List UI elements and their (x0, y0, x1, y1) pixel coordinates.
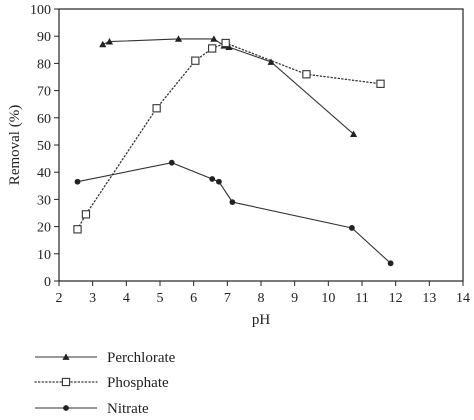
series-nitrate (74, 159, 394, 267)
y-tick-label: 50 (37, 139, 51, 154)
y-tick-label: 0 (44, 275, 51, 290)
data-point-perchlorate (267, 58, 275, 65)
data-point-phosphate (302, 70, 311, 79)
axes: 2 3 4 5 6 7 8 9 10 11 12 13 14 0 10 20 30 40 50 60 70 80 90 100 (30, 3, 470, 306)
x-tick-label: 12 (389, 291, 403, 306)
series-line-phosphate (76, 42, 382, 230)
y-tick-label: 70 (37, 85, 51, 100)
y-tick-label: 40 (37, 166, 51, 181)
legend-marker-phosphate (61, 377, 71, 387)
y-tick-label: 30 (37, 193, 51, 208)
data-point-perchlorate (349, 130, 358, 137)
data-point-phosphate (376, 79, 385, 88)
x-tick-label: 9 (291, 291, 298, 306)
data-point-phosphate (81, 210, 91, 219)
data-point-nitrate (209, 176, 216, 182)
y-axis-title: Removal (%) (7, 105, 23, 185)
x-tick-label: 3 (89, 291, 96, 306)
data-point-nitrate (387, 260, 394, 267)
legend-item-perchlorate: Perchlorate (35, 350, 176, 366)
x-tick-label: 5 (157, 291, 164, 306)
x-tick-label: 11 (355, 291, 368, 306)
x-axis-title: pH (252, 312, 271, 328)
x-tick-label: 7 (224, 291, 231, 306)
legend-label-perchlorate: Perchlorate (107, 350, 176, 366)
x-tick-label: 4 (123, 291, 130, 306)
series-perchlorate (99, 35, 358, 137)
y-tick-label: 100 (30, 3, 51, 18)
legend-marker-nitrate (63, 405, 69, 411)
x-tick-label: 2 (56, 291, 63, 306)
series-layer (73, 35, 394, 267)
data-point-phosphate (191, 56, 200, 65)
data-point-nitrate (74, 178, 81, 185)
series-line-perchlorate (102, 38, 354, 135)
data-point-phosphate (73, 225, 82, 234)
plot-area (58, 8, 464, 282)
data-point-nitrate (229, 199, 236, 206)
y-tick-label: 10 (37, 248, 51, 263)
data-point-nitrate (349, 225, 355, 231)
data-point-phosphate (221, 38, 230, 48)
data-point-perchlorate (99, 40, 107, 48)
series-line-nitrate (77, 162, 391, 264)
series-phosphate (73, 38, 385, 234)
legend-item-nitrate: Nitrate (35, 401, 149, 417)
legend-label-nitrate: Nitrate (107, 401, 149, 417)
data-point-perchlorate (174, 35, 183, 42)
legend: Perchlorate Phosphate Nitrate (34, 350, 176, 417)
y-tick-label: 20 (37, 221, 51, 236)
data-point-phosphate (152, 104, 161, 113)
legend-marker-perchlorate (62, 353, 70, 360)
y-tick-label: 80 (37, 57, 51, 72)
data-point-phosphate (208, 44, 217, 53)
legend-label-phosphate: Phosphate (107, 375, 169, 391)
x-tick-label: 14 (456, 291, 470, 306)
data-point-nitrate (216, 178, 222, 185)
plot-frame (58, 8, 464, 282)
x-tick-label: 10 (321, 291, 335, 306)
legend-item-phosphate: Phosphate (34, 375, 169, 391)
data-point-nitrate (168, 159, 175, 166)
y-tick-label: 60 (37, 112, 51, 127)
x-tick-label: 13 (422, 291, 436, 306)
x-tick-label: 8 (258, 291, 265, 306)
y-tick-label: 90 (37, 30, 51, 45)
data-point-perchlorate (210, 35, 218, 42)
data-point-perchlorate (105, 38, 114, 45)
x-tick-label: 6 (190, 291, 197, 306)
